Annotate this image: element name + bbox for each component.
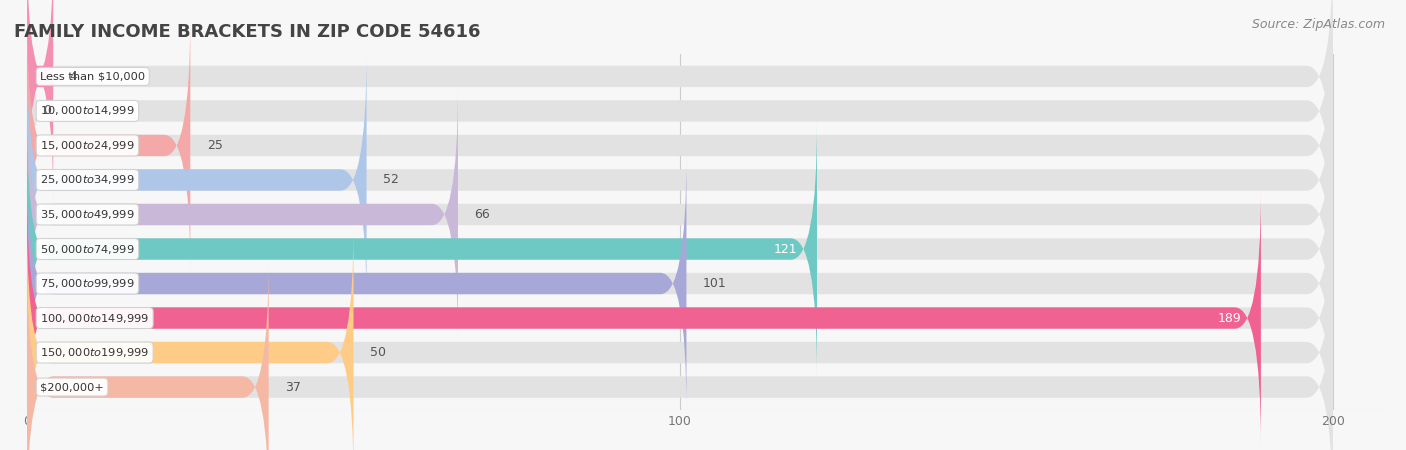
Text: 52: 52 (382, 174, 399, 186)
FancyBboxPatch shape (27, 0, 53, 204)
FancyBboxPatch shape (27, 53, 367, 307)
Text: 101: 101 (703, 277, 727, 290)
Text: Less than $10,000: Less than $10,000 (41, 72, 145, 81)
FancyBboxPatch shape (27, 225, 353, 450)
Text: $35,000 to $49,999: $35,000 to $49,999 (41, 208, 135, 221)
FancyBboxPatch shape (27, 87, 1333, 342)
Text: $25,000 to $34,999: $25,000 to $34,999 (41, 174, 135, 186)
Text: FAMILY INCOME BRACKETS IN ZIP CODE 54616: FAMILY INCOME BRACKETS IN ZIP CODE 54616 (14, 23, 481, 41)
FancyBboxPatch shape (27, 18, 1333, 273)
Text: $100,000 to $149,999: $100,000 to $149,999 (41, 311, 149, 324)
FancyBboxPatch shape (27, 122, 817, 376)
FancyBboxPatch shape (27, 156, 686, 411)
FancyBboxPatch shape (27, 260, 1333, 450)
Text: $200,000+: $200,000+ (41, 382, 104, 392)
Text: $50,000 to $74,999: $50,000 to $74,999 (41, 243, 135, 256)
Text: 66: 66 (474, 208, 491, 221)
Text: 0: 0 (44, 104, 52, 117)
FancyBboxPatch shape (27, 260, 269, 450)
FancyBboxPatch shape (27, 122, 1333, 376)
FancyBboxPatch shape (27, 156, 1333, 411)
FancyBboxPatch shape (27, 0, 1333, 238)
FancyBboxPatch shape (27, 18, 190, 273)
Text: $75,000 to $99,999: $75,000 to $99,999 (41, 277, 135, 290)
FancyBboxPatch shape (27, 0, 1333, 204)
FancyBboxPatch shape (27, 53, 1333, 307)
Text: $10,000 to $14,999: $10,000 to $14,999 (41, 104, 135, 117)
Text: 189: 189 (1218, 311, 1241, 324)
Text: 50: 50 (370, 346, 385, 359)
FancyBboxPatch shape (27, 191, 1261, 446)
Text: 37: 37 (285, 381, 301, 394)
FancyBboxPatch shape (27, 87, 458, 342)
Text: 4: 4 (69, 70, 77, 83)
Text: $150,000 to $199,999: $150,000 to $199,999 (41, 346, 149, 359)
FancyBboxPatch shape (27, 225, 1333, 450)
Text: Source: ZipAtlas.com: Source: ZipAtlas.com (1251, 18, 1385, 31)
Text: 25: 25 (207, 139, 222, 152)
FancyBboxPatch shape (27, 191, 1333, 446)
Text: $15,000 to $24,999: $15,000 to $24,999 (41, 139, 135, 152)
Text: 121: 121 (773, 243, 797, 256)
